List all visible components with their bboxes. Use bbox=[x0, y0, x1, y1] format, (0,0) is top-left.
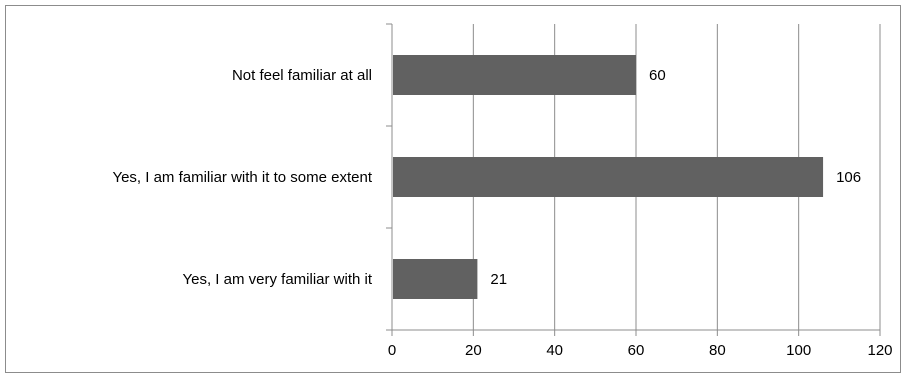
x-tick-label-5: 100 bbox=[786, 342, 811, 359]
data-label-2: 21 bbox=[490, 271, 507, 288]
data-label-0: 60 bbox=[649, 67, 666, 84]
bar-1 bbox=[393, 157, 824, 197]
x-tick-label-0: 0 bbox=[388, 342, 396, 359]
category-label-1: Yes, I am familiar with it to some exten… bbox=[112, 169, 372, 186]
category-label-0: Not feel familiar at all bbox=[232, 67, 372, 84]
x-tick-label-6: 120 bbox=[867, 342, 892, 359]
x-tick-label-1: 20 bbox=[465, 342, 482, 359]
x-tick-label-4: 80 bbox=[709, 342, 726, 359]
bar-2 bbox=[393, 259, 478, 299]
x-tick-label-2: 40 bbox=[546, 342, 563, 359]
bar-0 bbox=[393, 55, 636, 95]
data-label-1: 106 bbox=[836, 169, 861, 186]
x-tick-label-3: 60 bbox=[628, 342, 645, 359]
category-label-2: Yes, I am very familiar with it bbox=[183, 271, 373, 288]
